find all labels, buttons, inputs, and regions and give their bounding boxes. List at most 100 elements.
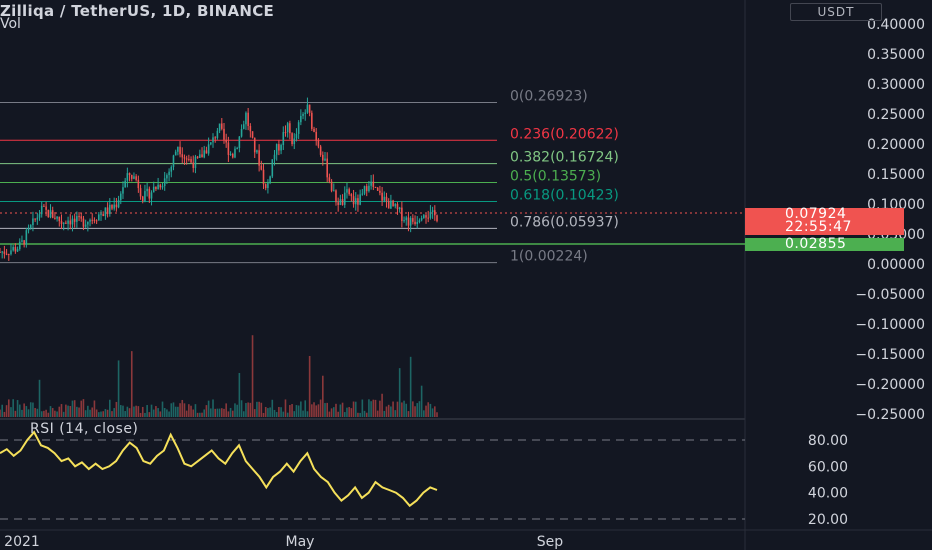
volume-bar — [225, 403, 227, 417]
volume-bar — [300, 401, 302, 417]
candle-body — [87, 221, 89, 225]
volume-bar — [7, 399, 10, 417]
candle-body — [43, 205, 45, 207]
candle-body — [286, 123, 289, 133]
volume-bar — [297, 405, 300, 417]
candle-body — [284, 132, 287, 134]
price-axis[interactable]: 0.40000 0.35000 0.30000 0.25000 0.20000 0.150… — [855, 17, 925, 423]
candle-body — [339, 199, 342, 205]
fib-level-label: 0.786(0.05937) — [510, 214, 619, 230]
candle-body — [122, 187, 124, 194]
volume-bar — [87, 405, 89, 417]
candle-body — [234, 148, 236, 158]
candle-body — [258, 150, 260, 166]
volume-bar — [117, 360, 120, 417]
candle-body — [54, 217, 56, 219]
candle-body — [436, 215, 438, 222]
candle-body — [124, 180, 126, 188]
fib-level-label: 0(0.26923) — [510, 88, 588, 104]
fib-level-label: 0.5(0.13573) — [510, 169, 601, 185]
time-axis[interactable]: 2021 May Sep — [4, 534, 563, 550]
volume-bar — [339, 404, 342, 417]
volume-bar — [387, 404, 390, 417]
candle-body — [104, 207, 107, 216]
volume-bar — [155, 406, 157, 417]
candle-body — [227, 142, 230, 155]
currency-selector[interactable]: USDT — [790, 3, 882, 21]
volume-bar — [62, 411, 65, 417]
candle-body — [396, 204, 399, 210]
candle-body — [5, 253, 8, 255]
volume-bar — [264, 406, 267, 417]
candle-body — [58, 216, 61, 222]
volume-bar — [359, 412, 361, 417]
volume-bar — [124, 411, 126, 417]
volume-bar — [245, 403, 247, 417]
candle-body — [113, 204, 115, 209]
volume-bars — [0, 335, 438, 417]
candle-body — [201, 154, 203, 158]
chart-title[interactable]: Zilliqa / TetherUS, 1D, BINANCE — [0, 2, 275, 20]
time-tick-label: Sep — [537, 534, 564, 550]
candle-body — [238, 136, 241, 148]
candle-body — [427, 217, 430, 219]
volume-bar — [324, 403, 326, 417]
volume-bar — [141, 406, 144, 417]
volume-bar — [76, 406, 78, 417]
fib-retracement[interactable]: 0(0.26923) 0.236(0.20622) 0.382(0.16724) 0.… — [0, 88, 619, 265]
candle-body — [45, 206, 47, 210]
volume-bar — [330, 408, 333, 417]
volume-bar — [100, 411, 102, 417]
candle-body — [71, 218, 74, 225]
candle-body — [214, 137, 217, 139]
volume-bar — [194, 404, 197, 417]
volume-bar — [207, 400, 210, 417]
volume-bar — [203, 409, 206, 417]
volume-bar — [196, 412, 199, 417]
candle-body — [383, 196, 386, 201]
candle-body — [12, 247, 14, 251]
candle-body — [117, 200, 120, 208]
volume-bar — [71, 400, 74, 417]
volume-bar — [341, 402, 344, 417]
volume-label[interactable]: Vol — [0, 16, 21, 32]
volume-bar — [45, 409, 47, 417]
candle-body — [326, 158, 329, 178]
price-tick-label: 0.15000 — [867, 167, 925, 183]
candle-body — [152, 186, 155, 193]
candle-body — [267, 182, 269, 188]
candle-body — [133, 176, 135, 179]
volume-bar — [322, 375, 324, 417]
volume-bar — [280, 407, 282, 417]
volume-bar — [106, 409, 109, 417]
rsi-indicator-label[interactable]: RSI (14, close) — [30, 421, 139, 437]
volume-bar — [346, 407, 348, 417]
volume-bar — [275, 412, 278, 417]
volume-bar — [119, 405, 122, 417]
volume-bar — [381, 393, 383, 417]
volume-bar — [25, 406, 28, 417]
volume-bar — [418, 401, 421, 417]
candle-body — [216, 130, 219, 138]
candle-body — [398, 207, 401, 210]
volume-bar — [409, 356, 412, 417]
volume-bar — [238, 372, 241, 417]
volume-bar — [148, 412, 151, 417]
candle-body — [420, 218, 423, 221]
rsi-axis[interactable]: 80.00 60.00 40.00 20.00 — [808, 433, 848, 528]
candle-body — [223, 128, 225, 140]
volume-bar — [188, 404, 190, 417]
candle-body — [179, 146, 181, 155]
candle-body — [60, 221, 63, 224]
volume-bar — [234, 403, 236, 417]
candle-body — [240, 128, 243, 137]
volume-bar — [65, 404, 67, 417]
candle-body — [324, 158, 326, 161]
candle-body — [67, 220, 69, 224]
price-tick-label: −0.10000 — [855, 317, 925, 333]
candle-body — [291, 133, 293, 145]
candle-body — [289, 123, 291, 134]
candle-body — [210, 142, 212, 145]
volume-bar — [150, 404, 153, 417]
